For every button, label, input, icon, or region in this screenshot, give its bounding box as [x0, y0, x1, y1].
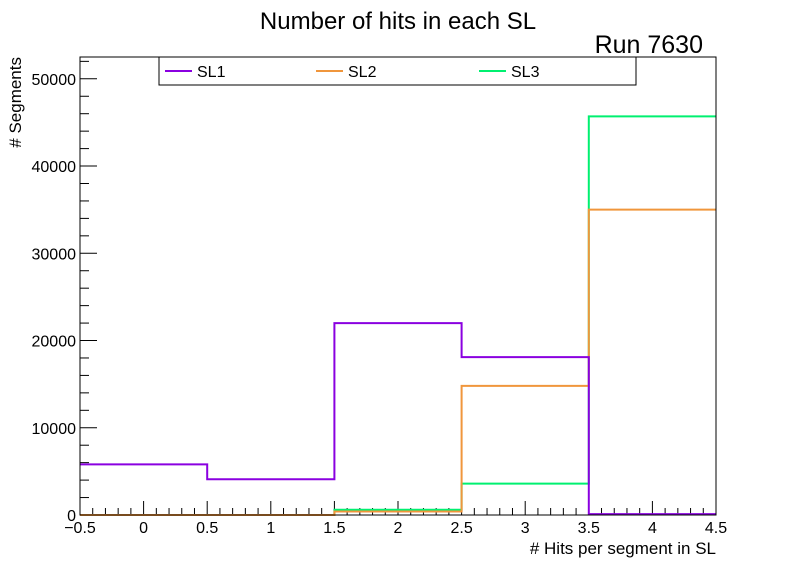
legend-label: SL1 — [197, 64, 226, 81]
y-tick-label: 0 — [67, 508, 76, 525]
series-sl2-line — [80, 208, 716, 516]
y-axis-label: # Segments — [6, 57, 25, 148]
plot-frame — [79, 56, 717, 516]
x-tick-label: 2.5 — [450, 520, 472, 537]
series-sl1-line — [80, 322, 716, 516]
x-tick-label: 1.5 — [323, 520, 345, 537]
x-tick-label: 4 — [648, 520, 657, 537]
legend-item-sl2: SL2 — [316, 64, 377, 81]
x-axis-label: # Hits per segment in SL — [530, 539, 716, 558]
x-tick-label: 1 — [266, 520, 275, 537]
series-sl3-line — [80, 115, 716, 516]
x-tick-label: −0.5 — [64, 520, 96, 537]
legend-item-sl3: SL3 — [479, 64, 540, 81]
legend-box — [158, 56, 637, 86]
y-tick-label: 50000 — [32, 72, 77, 89]
legend-label: SL2 — [348, 64, 377, 81]
x-tick-labels: −0.5 0 0.5 1 1.5 2 2.5 3 3.5 4 4.5 — [64, 520, 727, 537]
y-tick-label: 40000 — [32, 159, 77, 176]
legend-label: SL3 — [511, 64, 540, 81]
x-tick-label: 0.5 — [196, 520, 218, 537]
y-tick-label: 10000 — [32, 421, 77, 438]
y-tick-label: 30000 — [32, 246, 77, 263]
legend-item-sl1: SL1 — [165, 64, 226, 81]
axis-ticks — [79, 60, 717, 516]
chart-title: Number of hits in each SL — [260, 8, 536, 35]
x-tick-label: 4.5 — [705, 520, 727, 537]
x-tick-label: 0 — [139, 520, 148, 537]
x-tick-label: 3 — [521, 520, 530, 537]
x-tick-label: 2 — [394, 520, 403, 537]
x-tick-label: 3.5 — [578, 520, 600, 537]
y-tick-labels: 0 10000 20000 30000 40000 50000 — [32, 72, 77, 525]
legend: SL1 SL2 SL3 — [158, 56, 637, 86]
y-tick-label: 20000 — [32, 334, 77, 351]
run-label: Run 7630 — [595, 31, 703, 59]
legend-entries: SL1 SL2 SL3 — [165, 64, 540, 81]
series-layer — [80, 115, 716, 516]
